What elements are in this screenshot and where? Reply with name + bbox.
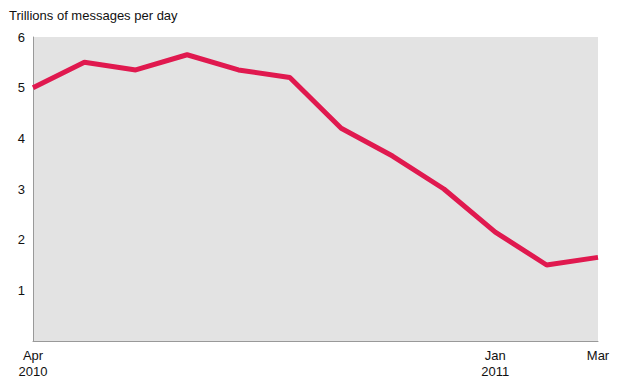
svg-text:2010: 2010: [19, 364, 48, 379]
svg-text:1: 1: [18, 283, 25, 298]
svg-text:4: 4: [18, 131, 25, 146]
svg-text:5: 5: [18, 80, 25, 95]
svg-text:2: 2: [18, 232, 25, 247]
svg-text:Jan: Jan: [485, 348, 506, 363]
svg-text:Apr: Apr: [23, 348, 44, 363]
svg-text:Mar: Mar: [587, 348, 610, 363]
svg-text:2011: 2011: [481, 364, 509, 379]
svg-text:6: 6: [18, 30, 25, 45]
svg-text:Trillions of messages per day: Trillions of messages per day: [9, 8, 178, 23]
svg-text:3: 3: [18, 182, 25, 197]
